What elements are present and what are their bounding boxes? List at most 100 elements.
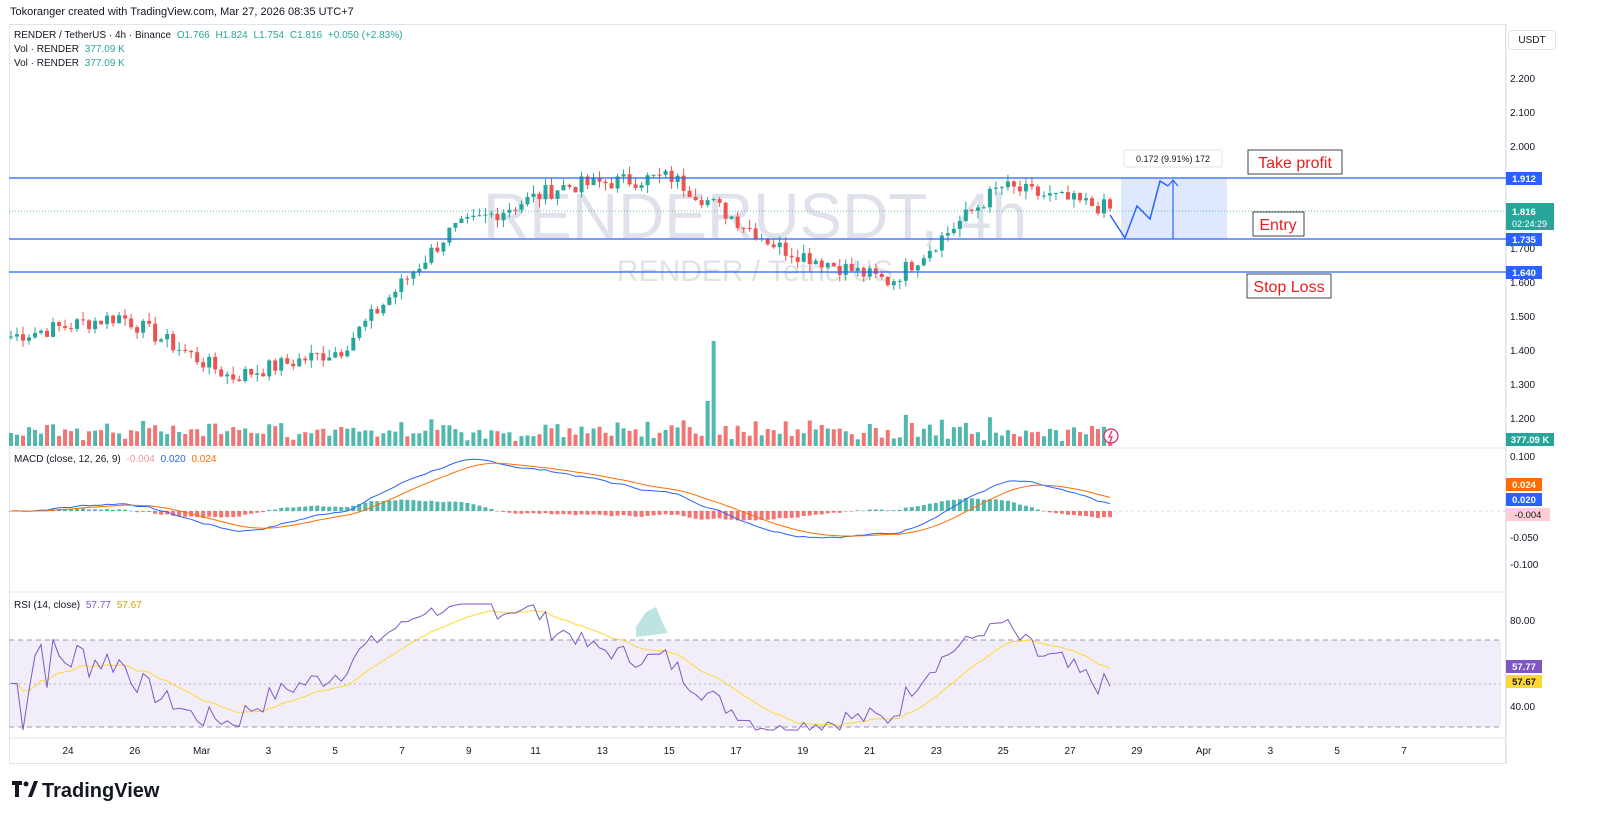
macd-hist-bar bbox=[81, 508, 86, 511]
macd-hist-bar bbox=[357, 504, 362, 511]
candle-body bbox=[837, 265, 842, 275]
volume-bar bbox=[933, 435, 938, 446]
volume-bar bbox=[459, 432, 464, 446]
time-tick: 24 bbox=[62, 746, 74, 757]
time-tick: Mar bbox=[193, 746, 211, 757]
volume-bar bbox=[615, 422, 620, 446]
macd-hist-bar bbox=[1029, 507, 1034, 511]
candle-body bbox=[15, 334, 20, 337]
candle-body bbox=[129, 318, 134, 328]
volume-bar bbox=[1047, 428, 1052, 446]
volume-bar bbox=[525, 435, 530, 446]
macd-hist-bar bbox=[453, 501, 458, 511]
candle-body bbox=[183, 349, 188, 351]
volume-bar bbox=[741, 431, 746, 446]
candle-body bbox=[249, 368, 254, 375]
candle-body bbox=[855, 267, 860, 271]
projection-path[interactable] bbox=[1109, 179, 1169, 240]
candle-body bbox=[573, 186, 578, 193]
volume-bar bbox=[999, 435, 1004, 446]
macd-hist-bar bbox=[819, 511, 824, 515]
legend-rsi-label[interactable]: RSI (14, close) bbox=[14, 600, 81, 611]
candle-body bbox=[411, 272, 416, 279]
legend-macd-label[interactable]: MACD (close, 12, 26, 9) bbox=[14, 454, 121, 465]
volume-bar bbox=[465, 440, 470, 446]
candle-body bbox=[261, 373, 266, 377]
price-axis[interactable]: 2.200 2.100 2.000 1.700 1.600 1.500 1.400 1.300… bbox=[1510, 74, 1535, 425]
badge-volume-text: 377.09 K bbox=[1511, 435, 1550, 446]
candle-body bbox=[765, 238, 770, 245]
volume-bar bbox=[771, 430, 776, 446]
macd-hist-bar bbox=[219, 511, 224, 518]
candle-body bbox=[381, 304, 386, 314]
price-tick: 1.200 bbox=[1510, 414, 1535, 425]
macd-hist-bar bbox=[309, 505, 314, 511]
candle-body bbox=[507, 209, 512, 213]
macd-hist-bar bbox=[855, 510, 860, 511]
volume-bar bbox=[249, 432, 254, 446]
volume-bar bbox=[375, 436, 380, 446]
volume-bar bbox=[15, 434, 20, 446]
candle-body bbox=[711, 199, 716, 201]
candle-body bbox=[39, 330, 44, 333]
candle-body bbox=[789, 255, 794, 258]
entry-box[interactable] bbox=[1252, 211, 1305, 237]
time-tick: 3 bbox=[266, 746, 272, 757]
volume-bar bbox=[669, 425, 674, 446]
projection-box[interactable] bbox=[1121, 178, 1227, 239]
macd-hist-bar bbox=[999, 500, 1004, 511]
macd-hist-bar bbox=[285, 507, 290, 511]
candle-body bbox=[1065, 191, 1070, 200]
volume-bar bbox=[393, 431, 398, 446]
legend-rsi-ma: 57.67 bbox=[116, 600, 142, 611]
candle-body bbox=[777, 242, 782, 248]
alert-icon-bolt bbox=[1108, 430, 1113, 443]
candle-body bbox=[357, 326, 362, 338]
legend-symbol-name[interactable]: RENDER / TetherUS · 4h · Binance bbox=[14, 30, 172, 41]
candle-body bbox=[123, 315, 128, 319]
volume-bar bbox=[183, 433, 188, 446]
candle-body bbox=[663, 170, 668, 175]
volume-bar bbox=[213, 423, 218, 446]
macd-hist-bar bbox=[585, 511, 590, 515]
legend-vol-label[interactable]: Vol · RENDER bbox=[14, 58, 80, 69]
macd-hist-bar bbox=[489, 508, 494, 511]
volume-bar bbox=[201, 435, 206, 446]
take-profit-box[interactable] bbox=[1247, 149, 1343, 175]
time-axis[interactable]: 24 26 Mar 3 5 7 9 11 13 15 17 19 21 23 25 27 29 Apr 3 5 7 bbox=[62, 746, 1407, 757]
currency-button[interactable]: USDT bbox=[1508, 30, 1556, 50]
volume-bar bbox=[1029, 432, 1034, 446]
candlestick-series bbox=[9, 166, 1112, 385]
candle-body bbox=[639, 185, 644, 188]
volume-bar bbox=[237, 429, 242, 446]
macd-hist-bar bbox=[105, 509, 110, 511]
macd-hist-bar bbox=[75, 508, 80, 511]
legend-low: L1.754 bbox=[253, 30, 285, 41]
volume-bar bbox=[159, 431, 164, 446]
volume-bar bbox=[1071, 427, 1076, 446]
volume-bar bbox=[987, 417, 992, 446]
candle-body bbox=[951, 228, 956, 234]
badge-rsi-text: 57.77 bbox=[1512, 662, 1536, 673]
candle-body bbox=[873, 268, 878, 274]
tradingview-brand[interactable]: TradingView bbox=[12, 780, 159, 803]
macd-hist-bar bbox=[279, 507, 284, 511]
alert-icon[interactable] bbox=[1103, 428, 1119, 444]
legend-change: +0.050 (+2.83%) bbox=[327, 30, 403, 41]
macd-hist-bar bbox=[957, 499, 962, 511]
macd-hist-bar bbox=[969, 498, 974, 511]
macd-hist-bar bbox=[1095, 511, 1100, 519]
stop-loss-box[interactable] bbox=[1246, 273, 1332, 299]
volume-bar bbox=[75, 428, 80, 446]
rsi-ma-line bbox=[11, 609, 1111, 727]
macd-hist-bar bbox=[783, 511, 788, 519]
macd-hist-bar bbox=[423, 501, 428, 511]
candle-body bbox=[147, 320, 152, 324]
legend-vol-label[interactable]: Vol · RENDER bbox=[14, 44, 80, 55]
macd-hist-bar bbox=[747, 511, 752, 521]
volume-bar bbox=[405, 436, 410, 446]
candle-body bbox=[225, 374, 230, 377]
macd-hist-bar bbox=[717, 511, 722, 519]
macd-hist-bar bbox=[699, 511, 704, 520]
